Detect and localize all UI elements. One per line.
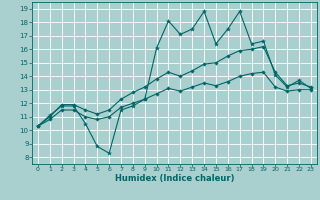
X-axis label: Humidex (Indice chaleur): Humidex (Indice chaleur) <box>115 174 234 183</box>
